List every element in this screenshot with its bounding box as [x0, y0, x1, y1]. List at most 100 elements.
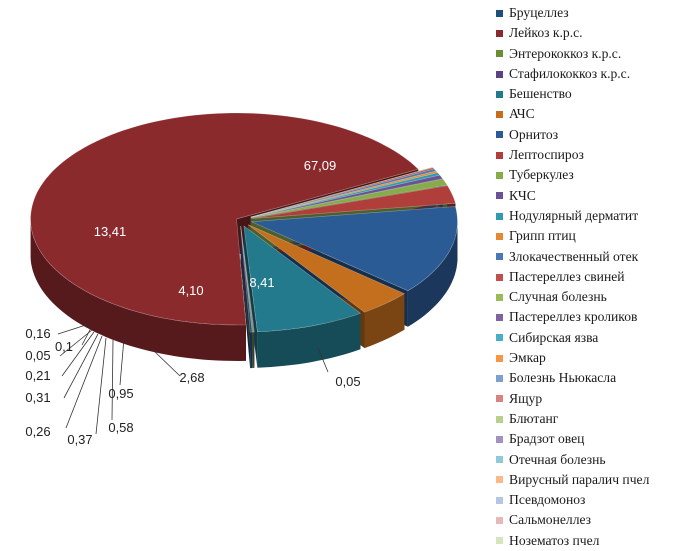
legend-label: Энтерококкоз к.р.с.: [509, 45, 622, 61]
pie-slice: [30, 112, 420, 326]
legend-swatch: [496, 415, 503, 423]
legend-item: Стафилококкоз к.р.с.: [496, 64, 649, 84]
legend-item: Случная болезнь: [496, 287, 649, 307]
legend-item: Пастереллез свиней: [496, 267, 649, 287]
legend-label: Лептоспироз: [509, 147, 584, 163]
data-label: 0,26: [25, 424, 50, 439]
legend-swatch: [496, 273, 503, 281]
legend-swatch: [496, 50, 503, 58]
data-label: 67,09: [304, 158, 337, 173]
legend-label: Лейкоз к.р.с.: [509, 25, 583, 41]
legend-swatch: [496, 314, 503, 322]
legend-label: Бешенство: [509, 86, 572, 102]
legend-swatch: [496, 172, 503, 180]
legend-item: Сибирская язва: [496, 328, 649, 348]
data-label: 0,31: [25, 390, 50, 405]
legend-item: Нодулярный дерматит: [496, 206, 649, 226]
data-label: 0,16: [25, 326, 50, 341]
legend-swatch: [496, 131, 503, 139]
legend-item: АЧС: [496, 104, 649, 124]
data-label: 0,1: [55, 339, 73, 354]
leader-line: [57, 323, 90, 335]
pie-slice: [240, 226, 255, 333]
data-label: 0,21: [25, 368, 50, 383]
pie-slice: [243, 225, 362, 333]
pie-side-wall: [252, 332, 254, 369]
legend-label: Нозематоз пчел: [509, 532, 600, 548]
pie-slice: [250, 170, 439, 218]
data-label: 0,95: [108, 386, 133, 401]
legend-item: КЧС: [496, 186, 649, 206]
legend-swatch: [496, 293, 503, 301]
leader-line: [59, 329, 93, 357]
legend-item: Нозематоз пчел: [496, 531, 649, 551]
pie-side-wall: [364, 293, 405, 349]
legend-item: Болезнь Ньюкасла: [496, 368, 649, 388]
legend-item: Вирусный паралич пчел: [496, 470, 649, 490]
legend-label: Сибирская язва: [509, 329, 599, 345]
legend-item: Туберкулез: [496, 165, 649, 185]
data-label: 8,41: [249, 275, 274, 290]
legend-item: Бешенство: [496, 84, 649, 104]
legend-swatch: [496, 354, 503, 362]
legend-label: Злокачественный отек: [509, 248, 639, 264]
legend-label: Блютанг: [509, 410, 559, 426]
data-label: 13,41: [94, 224, 127, 239]
legend-swatch: [496, 476, 503, 484]
legend-swatch: [496, 253, 503, 261]
pie-side-wall: [257, 313, 361, 368]
data-label: 0,58: [108, 420, 133, 435]
pie-side-wall: [30, 221, 246, 361]
pie-slice: [247, 224, 406, 313]
legend-label: Отечная болезнь: [509, 451, 606, 467]
pie-side-wall: [407, 224, 458, 327]
legend-item: Энтерококкоз к.р.с.: [496, 44, 649, 64]
leader-lines: [57, 323, 329, 435]
legend-label: Эмкар: [509, 350, 546, 366]
pie-slice: [251, 174, 444, 218]
legend-label: Туберкулез: [509, 167, 574, 183]
leader-line: [111, 339, 114, 421]
legend-label: КЧС: [509, 187, 536, 203]
legend-item: Лептоспироз: [496, 145, 649, 165]
legend-item: Пастереллез кроликов: [496, 307, 649, 327]
pie-top-faces: [30, 112, 458, 333]
legend-label: Нодулярный дерматит: [509, 207, 639, 223]
data-labels: 0,16 67,09 0,1 0,05 8,41 4,10 13,41 2,68 0,95 0,5…: [25, 158, 360, 447]
legend-item: Лейкоз к.р.с.: [496, 23, 649, 43]
legend-item: Орнитоз: [496, 125, 649, 145]
pie-side-wall: [250, 332, 253, 369]
legend-label: Пастереллез кроликов: [509, 309, 638, 325]
leader-line: [317, 347, 329, 373]
legend-label: Сальмонеллез: [509, 512, 592, 528]
legend-item: Сальмонеллез: [496, 510, 649, 530]
legend-label: Ящур: [509, 390, 543, 406]
legend-swatch: [496, 70, 503, 78]
pie-chart: 0,16 67,09 0,1 0,05 8,41 4,10 13,41 2,68 0,95 0,5…: [25, 112, 458, 447]
legend-label: Псевдомоноз: [509, 492, 586, 508]
pie-slice: [250, 172, 441, 218]
legend-label: АЧС: [509, 106, 535, 122]
legend-label: Грипп птиц: [509, 228, 576, 244]
legend-item: Блютанг: [496, 409, 649, 429]
legend-item: Эмкар: [496, 348, 649, 368]
pie-slice: [250, 167, 435, 218]
legend-item: Ящур: [496, 389, 649, 409]
legend-swatch: [496, 111, 503, 119]
legend-label: Болезнь Ньюкасла: [509, 370, 617, 386]
pie-slice: [240, 226, 253, 333]
legend-swatch: [496, 435, 503, 443]
legend-label: Вирусный паралич пчел: [509, 471, 650, 487]
leader-line: [152, 349, 181, 377]
pie-slice: [251, 185, 456, 219]
legend-item: Отечная болезнь: [496, 450, 649, 470]
legend-label: Брадзот овец: [509, 431, 585, 447]
leader-line: [61, 331, 95, 377]
legend-swatch: [496, 496, 503, 504]
legend-swatch: [496, 29, 503, 37]
legend-swatch: [496, 90, 503, 98]
leader-line: [119, 337, 125, 386]
legend-swatch: [496, 212, 503, 220]
legend-swatch: [496, 151, 503, 159]
legend: Бруцеллез Лейкоз к.р.с. Энтерококкоз к.р.с…: [496, 3, 649, 551]
